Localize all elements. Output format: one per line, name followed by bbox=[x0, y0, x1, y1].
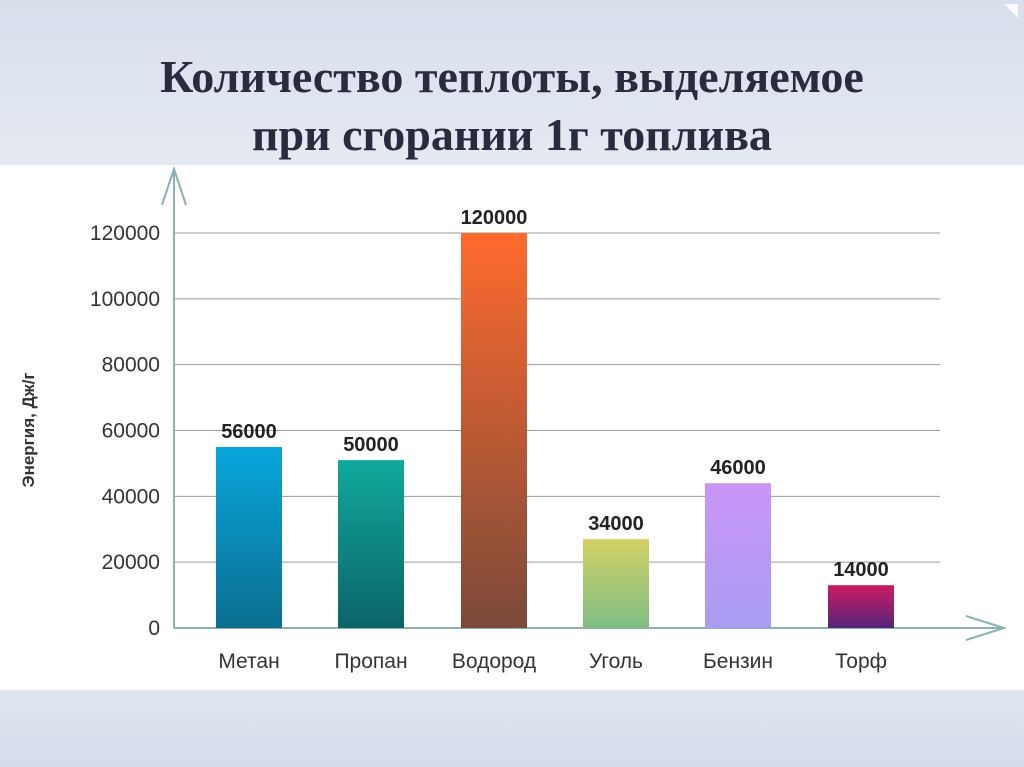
y-axis-label: Энергия, Дж/г bbox=[19, 372, 38, 487]
bar bbox=[828, 585, 894, 628]
bar bbox=[583, 539, 649, 628]
bar bbox=[705, 483, 771, 628]
corner-ornament-icon bbox=[1004, 4, 1018, 18]
y-tick-label: 40000 bbox=[102, 485, 160, 508]
x-category-label: Метан bbox=[218, 650, 279, 673]
bar bbox=[461, 233, 527, 628]
bar bbox=[338, 460, 404, 628]
chart-panel: 0 20000 40000 60000 80000 100000 120000 Энергия… bbox=[0, 165, 1024, 690]
bar-value-label: 50000 bbox=[343, 434, 399, 456]
y-tick-label: 60000 bbox=[102, 420, 160, 443]
y-tick-label: 80000 bbox=[102, 354, 160, 377]
bar-value-label: 14000 bbox=[833, 559, 889, 581]
x-category-label: Бензин bbox=[703, 650, 773, 673]
x-category-label: Торф bbox=[835, 650, 887, 673]
bar-value-label: 46000 bbox=[710, 457, 766, 479]
bar-chart: 0 20000 40000 60000 80000 100000 120000 Энергия… bbox=[19, 165, 1008, 673]
bar-value-label: 56000 bbox=[221, 421, 277, 443]
x-category-label: Водород bbox=[452, 650, 536, 673]
y-tick-label: 0 bbox=[148, 617, 160, 640]
y-tick-label: 120000 bbox=[90, 222, 160, 245]
x-category-label: Пропан bbox=[334, 650, 407, 673]
footer-band bbox=[0, 690, 1024, 767]
bar-value-label: 120000 bbox=[461, 207, 528, 229]
title-line-2: при сгорании 1г топлива bbox=[252, 109, 772, 160]
y-tick-label: 20000 bbox=[102, 551, 160, 574]
slide-title: Количество теплоты, выделяемое при сгора… bbox=[0, 48, 1024, 164]
title-line-1: Количество теплоты, выделяемое bbox=[160, 51, 864, 102]
y-tick-label: 100000 bbox=[90, 288, 160, 311]
y-axis-arrow-icon bbox=[161, 165, 187, 206]
x-category-label: Уголь bbox=[589, 650, 643, 673]
header-band bbox=[0, 0, 1024, 165]
x-axis-arrow-icon bbox=[965, 615, 1008, 641]
bar bbox=[216, 446, 282, 628]
bar-value-label: 34000 bbox=[588, 513, 644, 535]
